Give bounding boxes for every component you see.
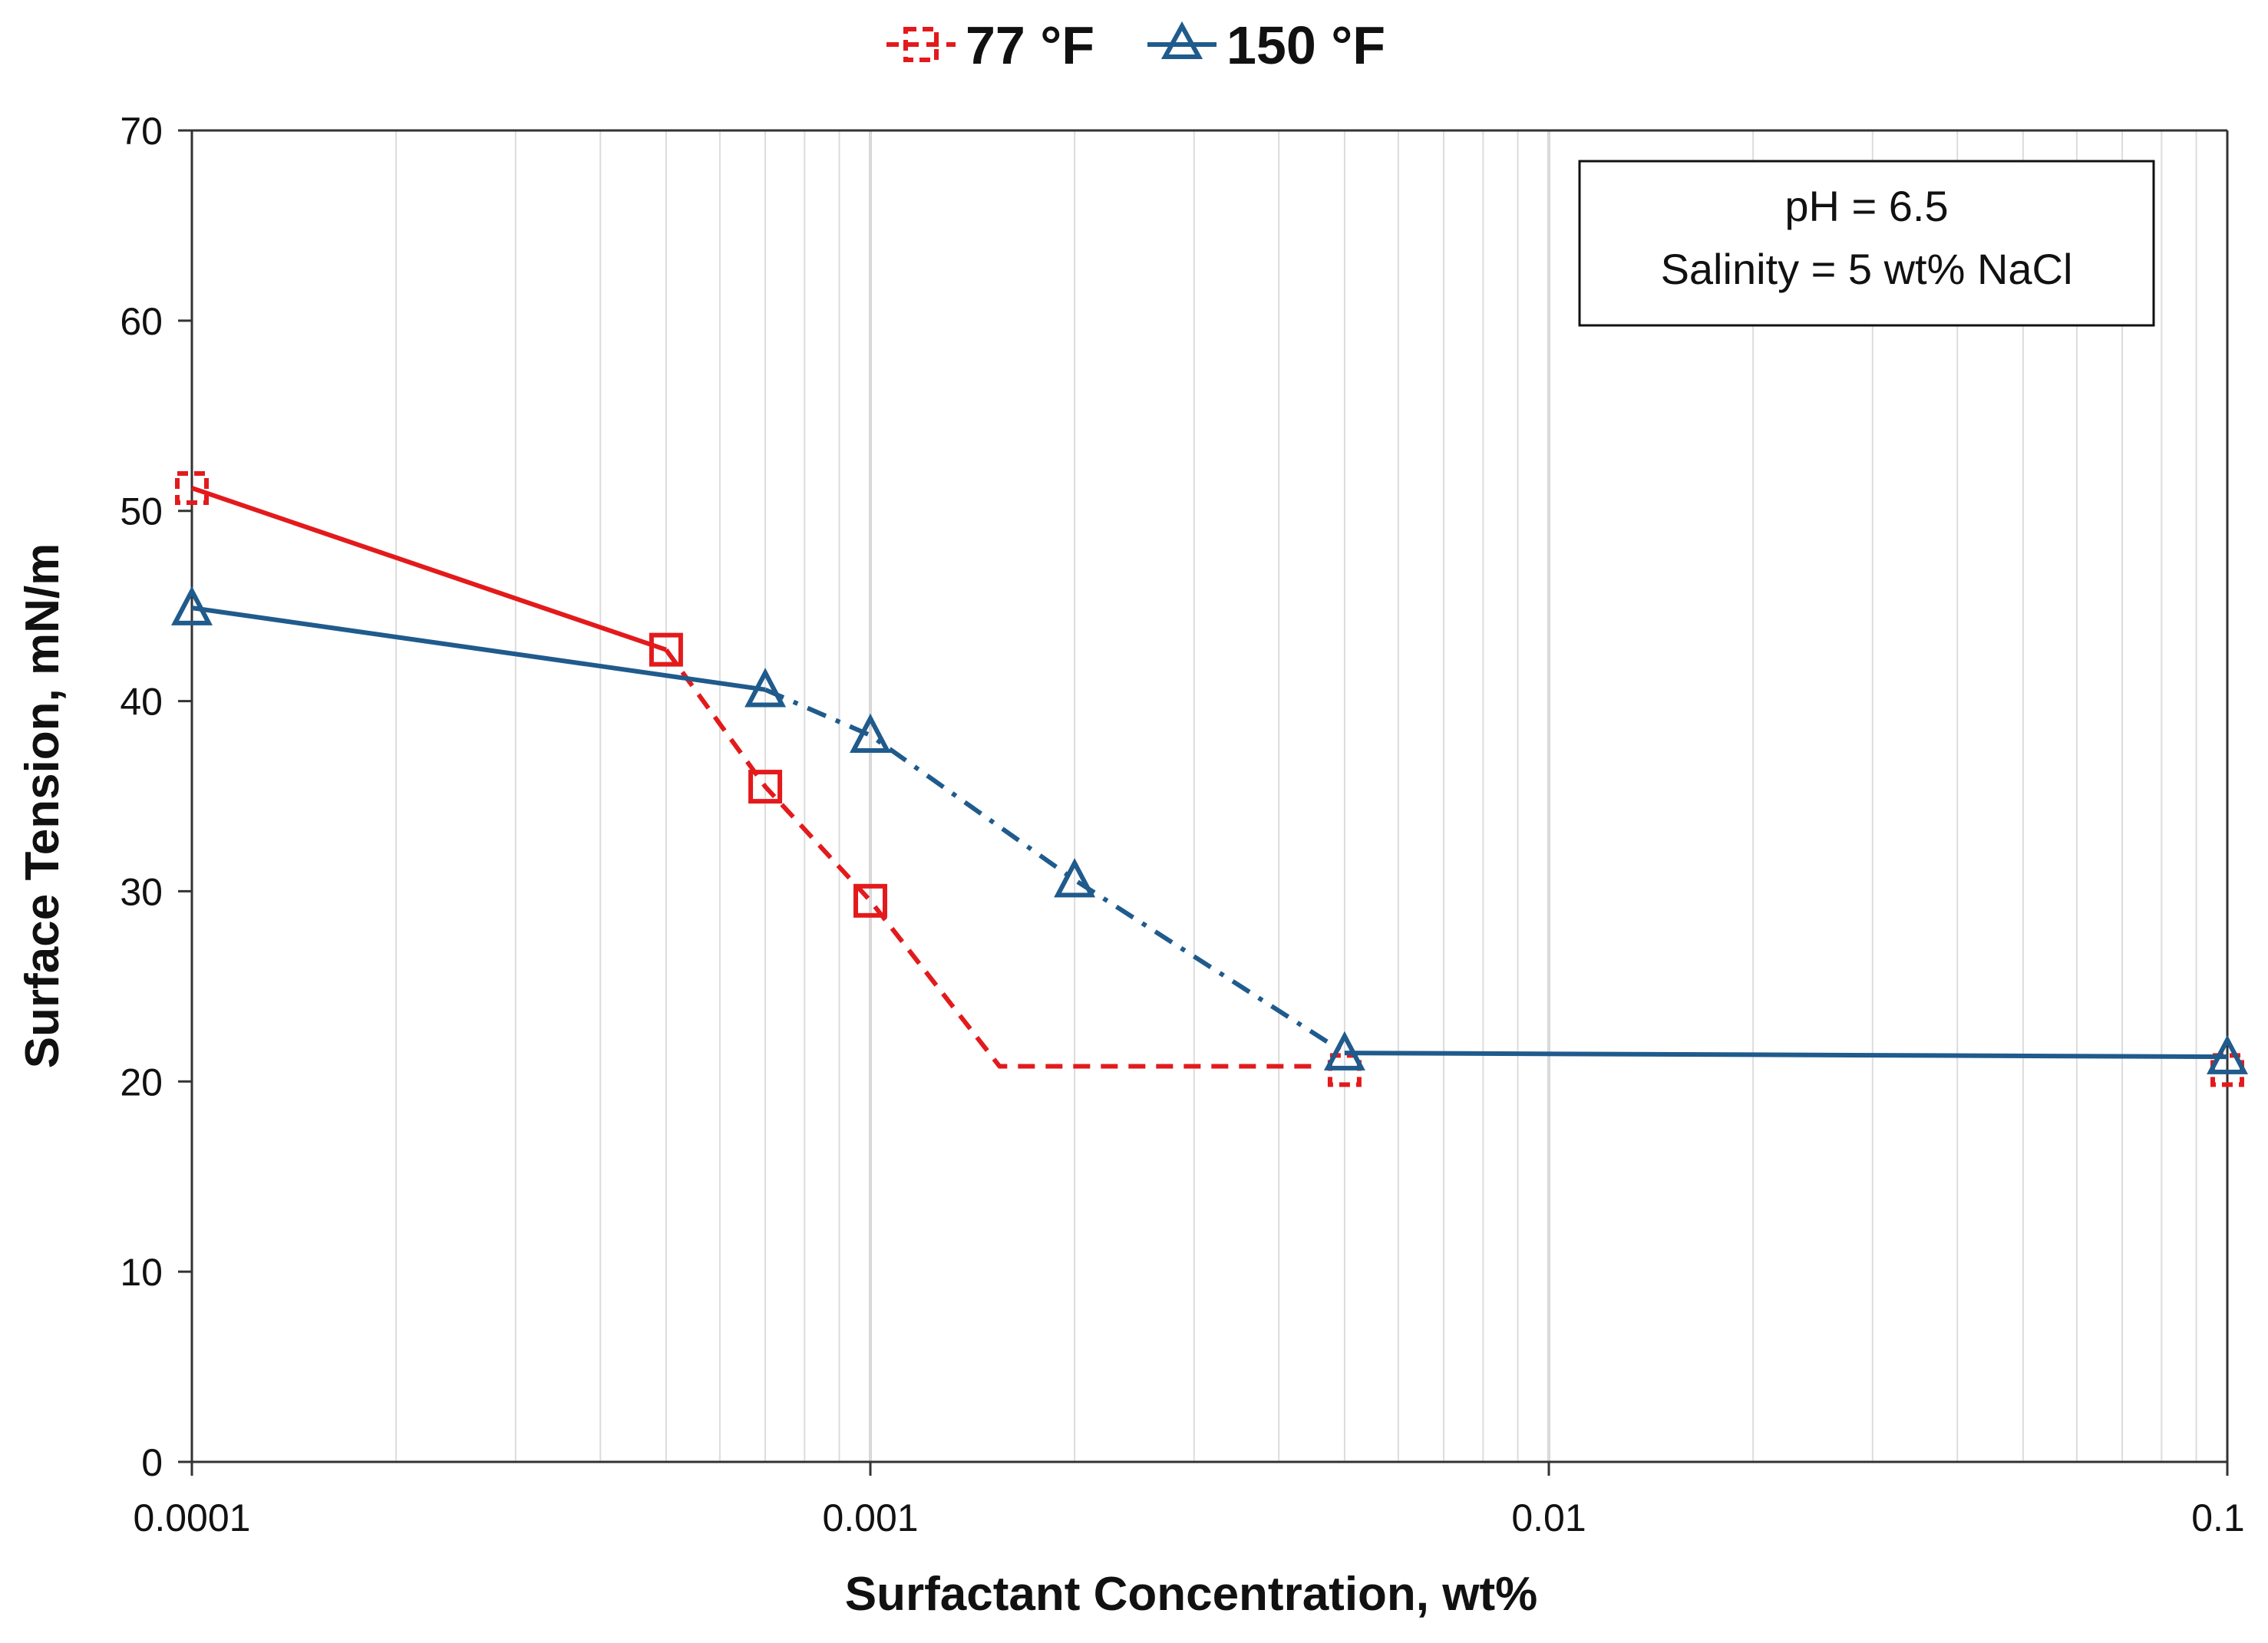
annotation-ph: pH = 6.5 (1784, 182, 1948, 230)
annotation-salinity: Salinity = 5 wt% NaCl (1661, 245, 2073, 293)
y-tick-label: 20 (120, 1061, 163, 1104)
series-line-segment (1344, 1051, 2228, 1060)
tick-label-layer: 0 10 20 30 40 50 60 70 0.0001 0.001 0.01 0.1 (120, 110, 2244, 1539)
data-point-square (748, 770, 783, 804)
legend-marker-triangle (1160, 21, 1203, 59)
legend-item-77f: 77 °F (886, 15, 1094, 75)
x-tick-label: 0.0001 (134, 1496, 251, 1539)
series-layer (171, 470, 2248, 1087)
series-line-segment (191, 605, 766, 692)
series-150f (171, 586, 2248, 1074)
data-point-square (649, 632, 683, 667)
data-point-square (175, 470, 209, 505)
legend-label-77f: 77 °F (966, 15, 1094, 75)
data-point-triangle (171, 586, 213, 625)
y-tick-label: 70 (120, 110, 163, 153)
x-tick-label: 0.1 (2191, 1496, 2245, 1539)
data-point-square (853, 883, 887, 918)
y-tick-label: 30 (120, 870, 163, 913)
data-point-triangle (2207, 1034, 2248, 1074)
annotation-box: pH = 6.5 Salinity = 5 wt% NaCl (1578, 160, 2155, 327)
x-tick-label: 0.01 (1511, 1496, 1586, 1539)
x-axis-title: Surfactant Concentration, wt% (845, 1568, 1538, 1621)
data-point-triangle (744, 668, 787, 708)
y-tick-label: 10 (120, 1251, 163, 1294)
legend: 77 °F 150 °F (886, 15, 1385, 75)
axis-layer (178, 129, 2229, 1476)
data-point-triangle (1323, 1031, 1365, 1071)
series-77f (175, 470, 2244, 1087)
x-tick-label: 0.001 (822, 1496, 918, 1539)
legend-label-150f: 150 °F (1226, 15, 1385, 75)
y-tick-label: 50 (120, 490, 163, 533)
legend-marker-square (903, 27, 939, 62)
grid-layer (395, 130, 2197, 1462)
annotation-frame (1578, 160, 2155, 327)
legend-item-150f: 150 °F (1147, 15, 1385, 75)
series-line-segment (191, 486, 667, 652)
series-line-segment (664, 648, 1314, 1069)
data-point-triangle (850, 713, 891, 753)
data-point-triangle (1054, 858, 1096, 898)
series-line-segment (764, 687, 1346, 1055)
y-tick-label: 40 (120, 681, 163, 724)
y-tick-label: 0 (141, 1441, 163, 1484)
y-axis-title: Surface Tension, mN/m (16, 543, 69, 1068)
y-tick-label: 60 (120, 300, 163, 343)
